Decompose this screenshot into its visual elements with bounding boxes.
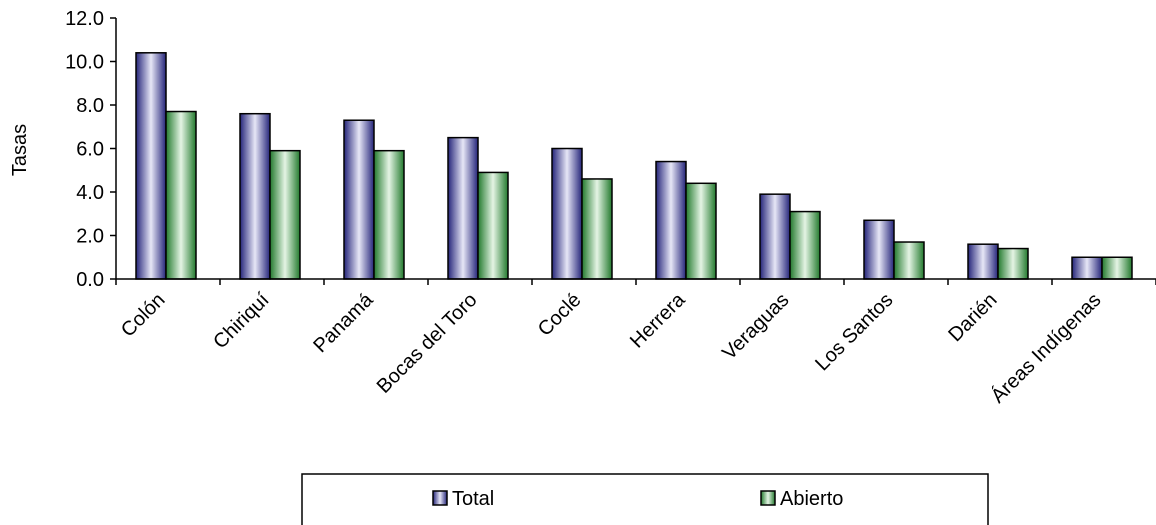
bar-abierto-3 (477, 171, 509, 280)
bar-abierto-4 (581, 178, 613, 280)
x-tick-label: Panamá (309, 288, 378, 357)
y-tick-label: 10.0 (65, 52, 104, 74)
bar-abierto-9 (1101, 256, 1133, 280)
y-axis-label: Tasas (9, 124, 31, 176)
bar-abierto-8 (997, 247, 1029, 280)
legend-label-total: Total (452, 488, 494, 510)
y-tick-label: 4.0 (76, 182, 104, 204)
bar-total-8 (967, 243, 999, 280)
bar-abierto-1 (269, 149, 301, 280)
bar-abierto-7 (893, 241, 925, 280)
bar-total-0 (135, 52, 167, 280)
y-tick-label: 0.0 (76, 269, 104, 291)
bar-total-4 (551, 147, 583, 280)
bar-abierto-5 (685, 182, 717, 280)
x-tick-label: Herrera (626, 288, 690, 352)
legend-label-abierto: Abierto (780, 488, 843, 510)
y-tick-label: 12.0 (65, 8, 104, 30)
bar-total-7 (863, 219, 895, 280)
y-tick-label: 6.0 (76, 139, 104, 161)
x-tick-label: Chiriquí (209, 289, 274, 354)
bar-total-2 (343, 119, 375, 280)
bar-total-5 (655, 160, 687, 280)
bar-total-9 (1071, 256, 1103, 280)
bar-abierto-6 (789, 210, 821, 280)
bar-total-3 (447, 136, 479, 280)
legend-swatch-total (432, 490, 448, 506)
x-tick-label: Áreas Indígenas (986, 288, 1105, 407)
x-tick-label: Colón (117, 289, 170, 342)
legend-swatch-abierto (760, 490, 776, 506)
y-tick-label: 2.0 (76, 226, 104, 248)
bar-total-6 (759, 193, 791, 280)
y-tick-label: 8.0 (76, 95, 104, 117)
x-tick-label: Veraguas (718, 289, 793, 364)
bar-abierto-2 (373, 149, 405, 280)
legend-box (301, 473, 989, 525)
x-tick-label: Darién (944, 289, 1001, 346)
x-tick-label: Los Santos (811, 289, 897, 375)
x-tick-label: Bocas del Toro (373, 289, 482, 398)
bar-abierto-0 (165, 110, 197, 280)
x-tick-label: Coclé (534, 289, 586, 341)
legend: Total Abierto (301, 473, 989, 525)
plot-area: 0.0 2.0 4.0 6.0 8.0 10.0 12.0 Colón Chiriquí Pana… (65, 8, 1156, 408)
bar-total-1 (239, 112, 271, 280)
